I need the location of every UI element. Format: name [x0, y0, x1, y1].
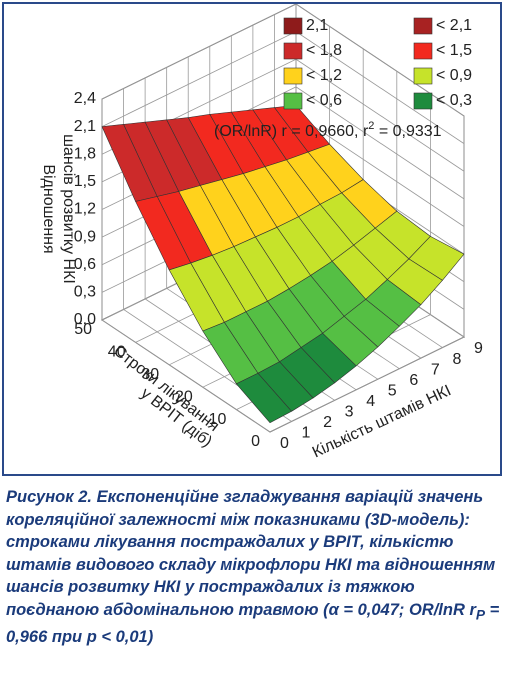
x-tick-label: 5 [388, 382, 397, 399]
x-tick-label: 2 [323, 414, 332, 431]
x-tick-label: 8 [452, 351, 461, 368]
x-tick-label: 7 [431, 361, 440, 378]
legend-swatch [283, 17, 303, 35]
x-tick-label: 9 [474, 340, 483, 357]
annotation: (OR/lnR) r = 0,9660, r2 = 0,9331 [214, 120, 442, 140]
legend-label: 2,1 [306, 17, 328, 34]
legend-label: < 1,5 [436, 42, 472, 59]
z-tick-label: 1,8 [74, 145, 96, 162]
legend-swatch [283, 92, 303, 110]
y-tick-label: 40 [108, 344, 126, 361]
legend-swatch [283, 42, 303, 60]
caption-sub: P [475, 606, 486, 622]
caption: Рисунок 2. Експоненційне згладжування ва… [6, 486, 500, 649]
grid-line [101, 319, 271, 433]
surface [101, 104, 465, 424]
legend-swatch [413, 17, 433, 35]
z-tick-label: 0,9 [74, 228, 96, 245]
x-tick-label: 4 [366, 393, 375, 410]
y-tick-label: 50 [74, 321, 92, 338]
y-tick-label: 20 [175, 388, 193, 405]
legend-swatch [413, 42, 433, 60]
z-axis-label: шансів розвитку НКІ [60, 134, 77, 284]
z-tick-label: 2,4 [74, 90, 96, 107]
legend-swatch [413, 92, 433, 110]
grid-line [295, 114, 465, 227]
y-tick-label: 10 [209, 411, 227, 428]
annotation-part: = 0,9331 [374, 123, 441, 140]
y-tick-label: 0 [251, 433, 260, 450]
annotation-sup: 2 [368, 120, 374, 132]
z-tick-label: 1,2 [74, 201, 96, 218]
grid-line [295, 4, 465, 117]
chart: Відношення шансів розвитку НКІ Строки лі… [40, 4, 483, 461]
legend-swatch [413, 67, 433, 85]
grid-line [101, 31, 297, 127]
legend-label: < 1,2 [306, 67, 342, 84]
grid-line [101, 4, 297, 100]
legend-label: < 2,1 [436, 17, 472, 34]
surface-cell [235, 372, 293, 424]
legend-label: < 0,6 [306, 92, 342, 109]
y-tick-label: 30 [141, 366, 159, 383]
z-tick-label: 2,1 [74, 118, 96, 135]
x-tick-label: 1 [302, 425, 311, 442]
grid-line [295, 86, 465, 200]
z-tick-label: 0,3 [74, 284, 96, 301]
grid-line [295, 31, 465, 144]
x-tick-label: 0 [280, 435, 289, 452]
grid-line [295, 58, 465, 172]
z-tick-label: 1,5 [74, 173, 96, 190]
chart-frame: Відношення шансів розвитку НКІ Строки лі… [2, 2, 502, 476]
z-axis-label: Відношення [40, 164, 57, 253]
x-tick-label: 6 [409, 372, 418, 389]
grid-line [269, 336, 465, 433]
z-tick-label: 0,6 [74, 256, 96, 273]
z-tick-label: 0,0 [74, 311, 96, 328]
caption-tail: = 0,966 при р < 0,01) [6, 600, 500, 647]
legend-swatch [283, 67, 303, 85]
annotation-part: (OR/lnR) r = 0,9660, r [214, 123, 369, 140]
x-tick-label: 3 [345, 404, 354, 421]
caption-text: Експоненційне згладжування варіацій знач… [6, 488, 496, 619]
caption-lead: Рисунок 2. [6, 488, 92, 506]
legend-label: < 0,9 [436, 67, 472, 84]
legend-label: < 0,3 [436, 92, 472, 109]
legend-label: < 1,8 [306, 42, 342, 59]
